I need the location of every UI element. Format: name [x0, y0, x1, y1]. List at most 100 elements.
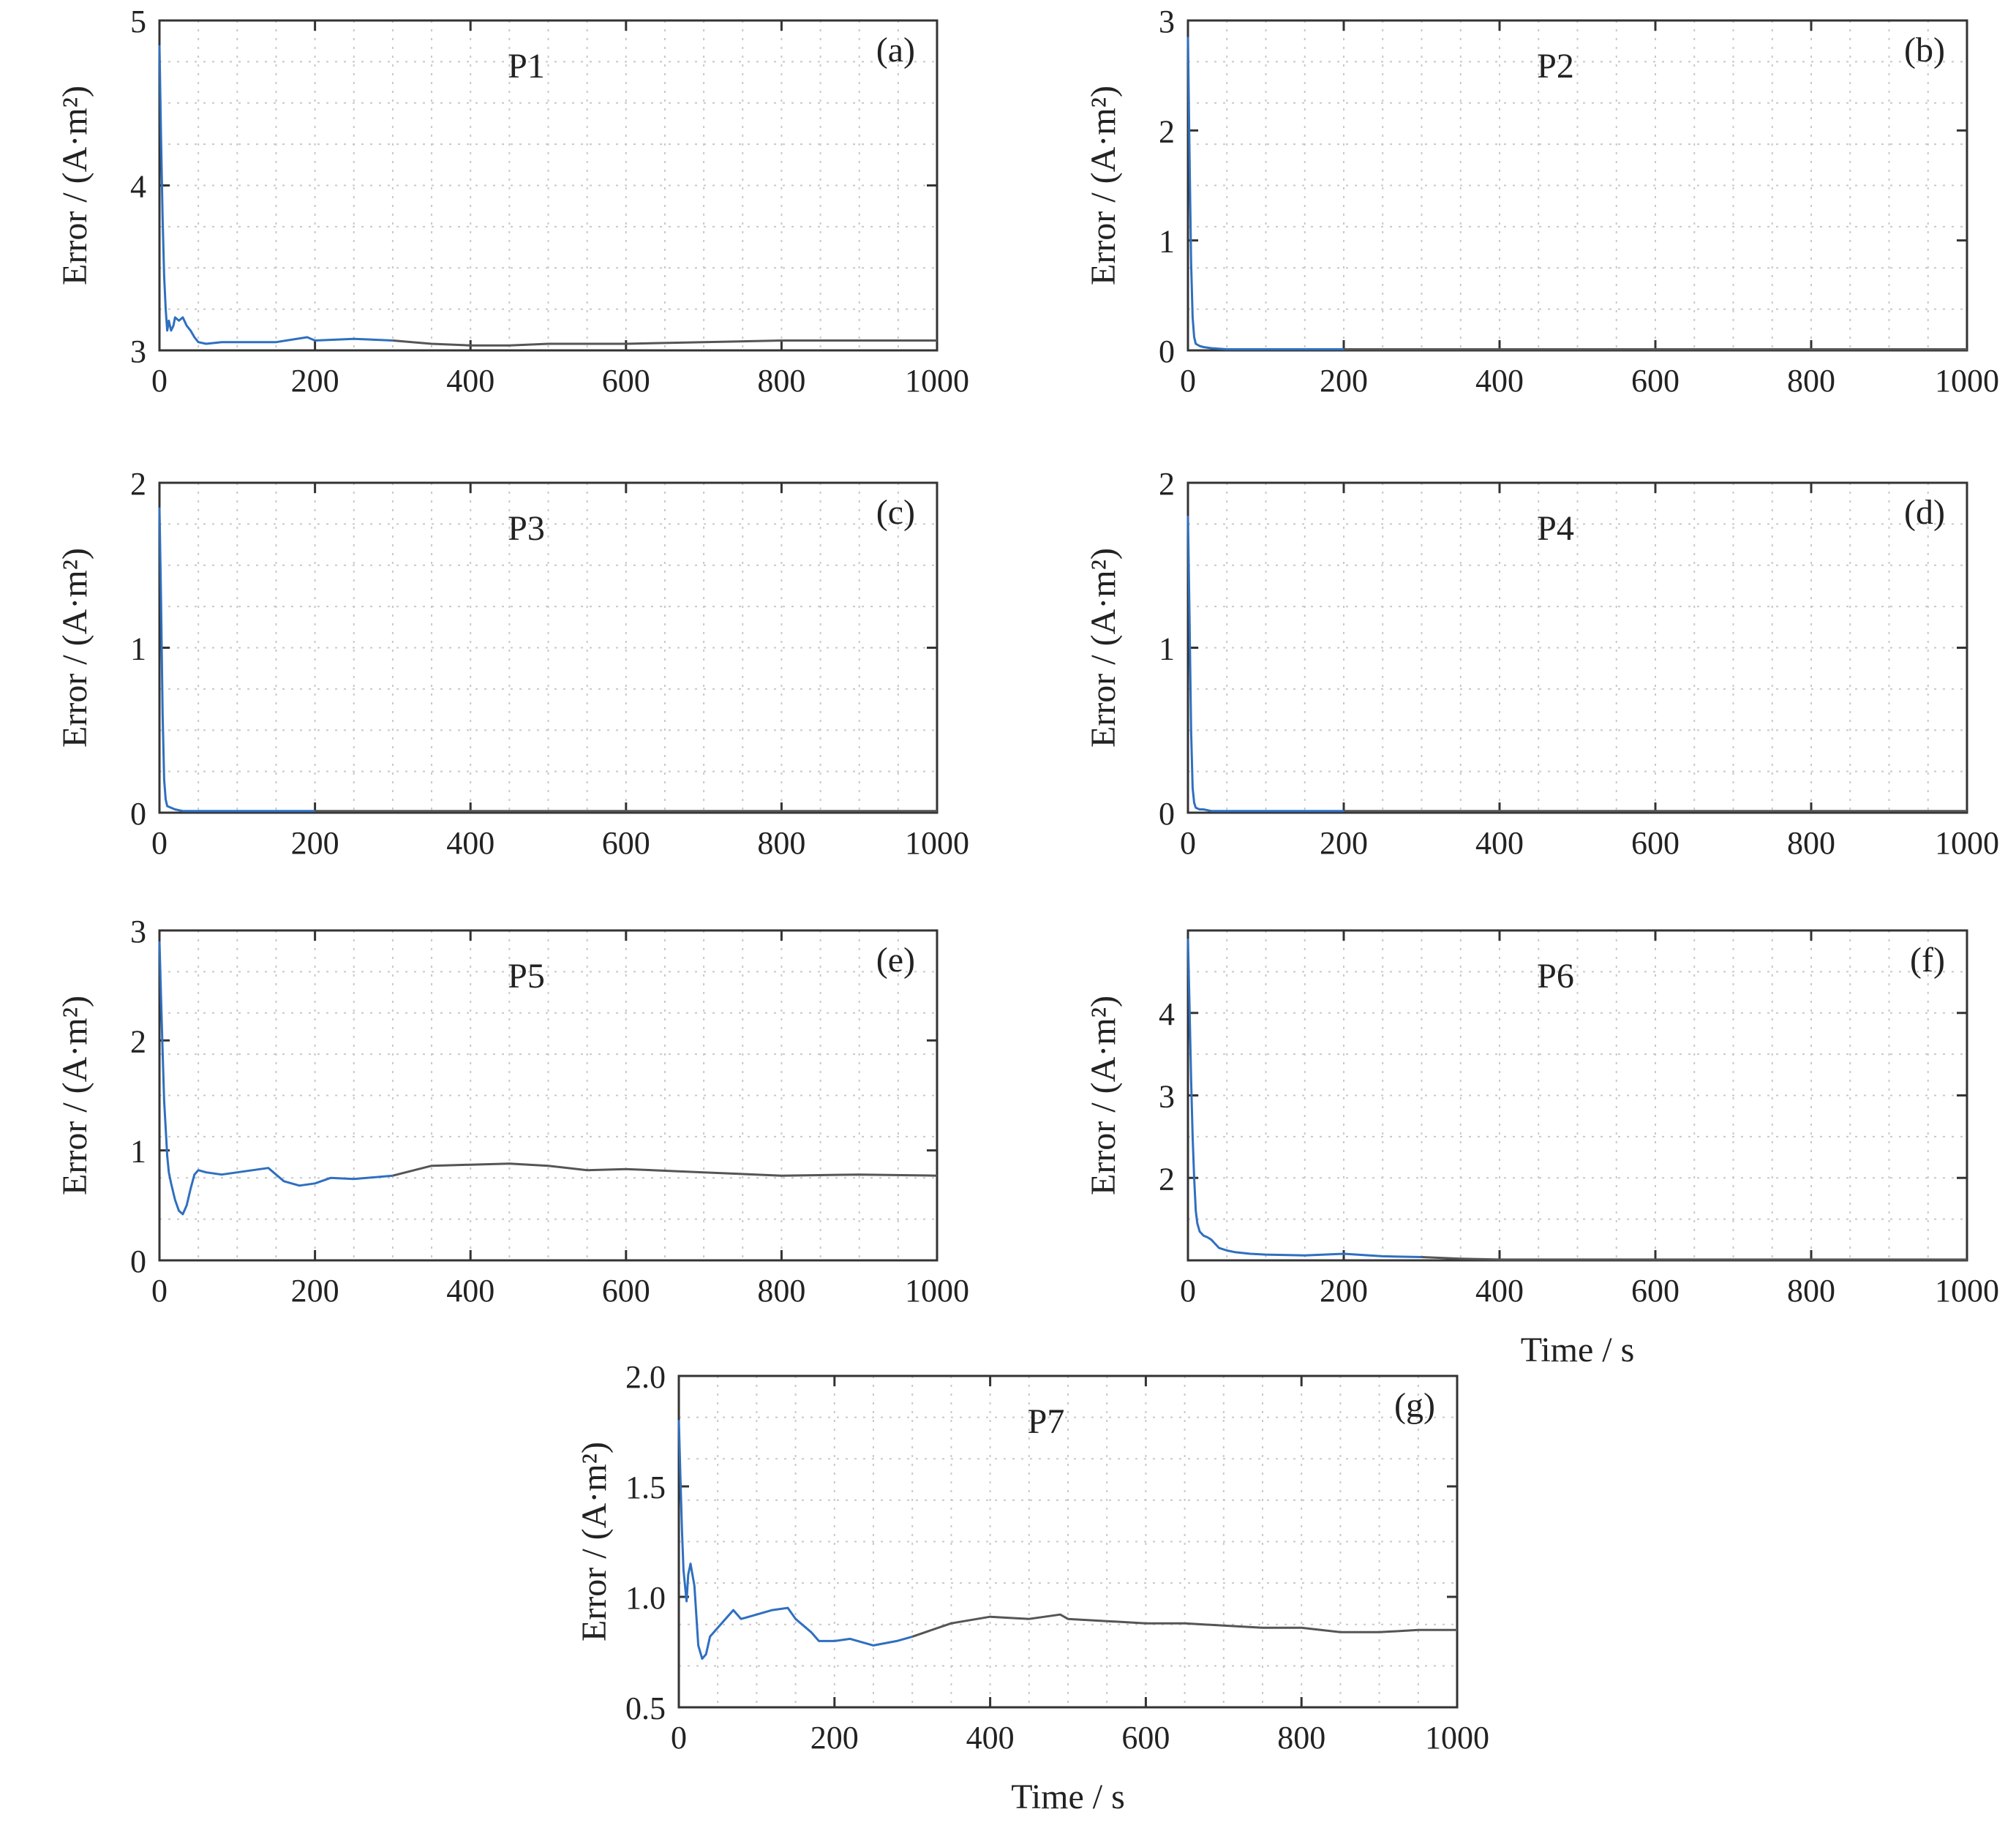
plot-frame: [677, 1374, 1459, 1709]
y-tick-label: 3: [1159, 1079, 1175, 1115]
y-tick-label: 0: [1159, 796, 1175, 832]
x-tick-label: 1000: [1425, 1720, 1489, 1756]
y-tick-label: 4: [130, 169, 146, 205]
x-tick-label: 400: [446, 1273, 494, 1309]
y-tick-label: 2: [1159, 466, 1175, 502]
y-tick-label: 2: [130, 1023, 146, 1059]
y-axis-label: Error / (A·m²): [1084, 996, 1123, 1195]
panel-title: P2: [1537, 47, 1574, 86]
y-axis-label: Error / (A·m²): [56, 996, 94, 1195]
series-line-early: [158, 45, 393, 345]
series-line-late: [911, 1613, 1457, 1638]
y-tick-label: 3: [1159, 4, 1175, 40]
y-tick-label: 2: [1159, 1161, 1175, 1197]
x-tick-label: 800: [1277, 1720, 1325, 1756]
x-tick-label: 0: [1180, 363, 1196, 399]
y-axis-label: Error / (A·m²): [1084, 86, 1123, 285]
plot-frame: [1186, 19, 1968, 352]
x-tick-label: 800: [757, 1273, 805, 1309]
x-tick-label: 600: [1121, 1720, 1170, 1756]
x-tick-label: 600: [602, 1273, 650, 1309]
series-line-early: [158, 941, 394, 1216]
x-tick-label: 0: [151, 825, 168, 861]
x-tick-label: 200: [1320, 1273, 1368, 1309]
chart-panel-p5: 0 200 400 600 800 1000 0 1 2 3 Error / (A·m²) P5 (e): [56, 914, 969, 1309]
x-tick-label: 1000: [1935, 363, 1999, 399]
x-tick-label: 200: [291, 363, 339, 399]
y-tick-label: 3: [130, 914, 146, 949]
x-tick-label: 400: [446, 363, 494, 399]
x-tick-label: 1000: [1935, 1273, 1999, 1309]
x-axis-label: Time / s: [1521, 1331, 1635, 1369]
chart-panel-p4: 0 200 400 600 800 1000 0 1 2 Error / (A·m²) P4 (d): [1084, 466, 1999, 861]
series-line-late: [392, 339, 937, 347]
panel-tag: (e): [876, 941, 915, 979]
chart-panel-p3: 0 200 400 600 800 1000 0 1 2 Error / (A·m²) P3 (c): [56, 466, 969, 861]
panel-tag: (c): [876, 493, 915, 532]
y-tick-label: 2.0: [625, 1359, 666, 1395]
x-tick-label: 1000: [1935, 825, 1999, 861]
x-tick-label: 0: [671, 1720, 687, 1756]
x-tick-label: 600: [1631, 825, 1680, 861]
x-tick-label: 200: [1320, 825, 1368, 861]
y-tick-label: 2: [130, 466, 146, 502]
x-tick-label: 800: [757, 363, 805, 399]
x-tick-label: 1000: [905, 1273, 969, 1309]
y-tick-label: 1: [1159, 631, 1175, 667]
y-tick-label: 1: [1159, 224, 1175, 260]
panel-title: P7: [1028, 1402, 1065, 1441]
x-tick-label: 800: [1787, 825, 1835, 861]
panel-title: P1: [508, 47, 545, 86]
x-tick-label: 600: [1631, 1273, 1680, 1309]
panel-tag: (f): [1910, 941, 1945, 979]
chart-panel-p2: 0 200 400 600 800 1000 0 1 2 3 Error / (A·m²) P2 (b): [1084, 4, 1999, 399]
x-tick-label: 400: [966, 1720, 1015, 1756]
x-tick-label: 200: [1320, 363, 1368, 399]
y-tick-label: 0: [130, 796, 146, 832]
x-tick-label: 0: [151, 1273, 168, 1309]
x-tick-label: 0: [1180, 825, 1196, 861]
y-tick-label: 1: [130, 631, 146, 667]
series-line-late: [392, 1162, 938, 1177]
panel-title: P6: [1537, 957, 1574, 996]
y-tick-label: 1.5: [625, 1470, 666, 1505]
y-tick-label: 0: [130, 1244, 146, 1279]
chart-panel-p6: 0 200 400 600 800 1000 2 3 4 Error / (A·m²) Time /…: [1084, 929, 1999, 1369]
x-tick-label: 600: [1631, 363, 1680, 399]
chart-panel-p1: 0 200 400 600 800 1000 3 4 5 Error / (A·m²) P1 (a): [56, 4, 969, 399]
series-line-early: [1186, 939, 1422, 1258]
series-line-early: [158, 507, 315, 813]
x-tick-label: 800: [1787, 1273, 1835, 1309]
x-tick-label: 600: [602, 825, 650, 861]
x-tick-label: 1000: [905, 363, 969, 399]
x-tick-label: 400: [1475, 1273, 1524, 1309]
panel-title: P3: [508, 509, 545, 548]
x-tick-label: 400: [1475, 363, 1524, 399]
x-tick-label: 400: [446, 825, 494, 861]
plot-frame: [158, 481, 939, 814]
plot-frame: [1186, 481, 1968, 814]
plot-frame: [158, 19, 939, 352]
plot-frame: [1186, 929, 1968, 1262]
panel-title: P5: [508, 957, 545, 996]
x-tick-label: 800: [1787, 363, 1835, 399]
y-tick-label: 1.0: [625, 1580, 666, 1616]
series-line-late: [1421, 1256, 1967, 1261]
x-tick-label: 0: [1180, 1273, 1196, 1309]
y-tick-label: 5: [130, 4, 146, 40]
x-tick-label: 200: [810, 1720, 859, 1756]
panel-tag: (d): [1904, 493, 1945, 532]
y-tick-label: 0.5: [625, 1690, 666, 1726]
y-axis-label: Error / (A·m²): [56, 86, 94, 285]
series-line-early: [1186, 516, 1344, 813]
y-axis-label: Error / (A·m²): [56, 548, 94, 748]
panel-tag: (b): [1904, 31, 1945, 69]
series-line-early: [1186, 37, 1344, 350]
y-axis-label: Error / (A·m²): [575, 1442, 614, 1641]
x-axis-label: Time / s: [1011, 1778, 1125, 1816]
y-tick-label: 4: [1159, 996, 1175, 1032]
x-tick-label: 1000: [905, 825, 969, 861]
y-tick-label: 0: [1159, 334, 1175, 369]
x-tick-label: 400: [1475, 825, 1524, 861]
